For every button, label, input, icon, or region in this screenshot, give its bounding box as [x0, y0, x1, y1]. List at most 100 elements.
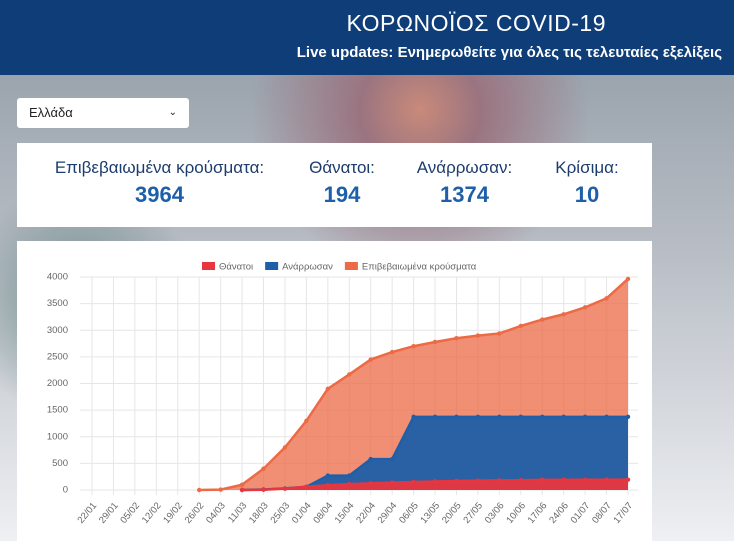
point: [389, 456, 395, 462]
stat: Επιβεβαιωμένα κρούσματα: 3964: [47, 158, 272, 208]
point: [561, 312, 566, 317]
point: [411, 344, 416, 349]
x-tick-label: 12/02: [140, 500, 164, 525]
point: [368, 456, 373, 462]
select-value: Ελλάδα: [29, 105, 73, 120]
point: [218, 487, 223, 492]
header: ΚΟΡΩΝΟΪΟΣ COVID-19 Live updates: Ενημερω…: [0, 0, 734, 75]
point: [282, 486, 288, 491]
stat: Κρίσιμα: 10: [537, 158, 637, 208]
point: [497, 331, 502, 336]
x-tick-label: 15/04: [333, 500, 357, 525]
point: [261, 466, 266, 471]
stat-label: Ανάρρωσαν:: [416, 158, 513, 177]
point: [261, 487, 266, 492]
point: [475, 478, 481, 483]
point: [454, 478, 459, 484]
x-tick-label: 18/03: [247, 500, 271, 525]
stat-label: Κρίσιμα:: [555, 158, 619, 177]
point: [604, 414, 609, 420]
point: [604, 477, 609, 482]
point: [475, 414, 481, 420]
point: [304, 484, 309, 490]
x-tick-label: 08/07: [590, 500, 614, 525]
y-tick-label: 1500: [47, 405, 68, 416]
x-tick-label: 01/07: [569, 500, 593, 525]
subtitle: Live updates: Ενημερωθείτε για όλες τις …: [296, 44, 722, 61]
point: [325, 473, 331, 478]
x-tick-label: 22/01: [76, 500, 100, 525]
point: [368, 357, 373, 362]
point: [625, 477, 631, 482]
y-tick-label: 0: [63, 485, 68, 496]
point: [239, 482, 245, 487]
y-tick-label: 4000: [47, 272, 68, 283]
y-tick-label: 3500: [47, 298, 68, 309]
title: ΚΟΡΩΝΟΪΟΣ COVID-19: [346, 10, 606, 36]
stat: Ανάρρωσαν: 1374: [402, 158, 527, 208]
y-tick-label: 3000: [47, 325, 68, 336]
point: [625, 414, 631, 420]
point: [389, 480, 395, 485]
x-tick-label: 22/04: [354, 500, 378, 525]
legend-swatch: [202, 262, 215, 270]
point: [540, 414, 545, 420]
stat-value: 194: [323, 182, 361, 207]
legend-swatch: [265, 262, 279, 270]
stat-label: Θάνατοι:: [309, 158, 375, 177]
point: [432, 414, 438, 420]
point: [582, 477, 588, 482]
stat-value: 3964: [135, 182, 184, 207]
x-tick-label: 27/05: [461, 500, 485, 525]
x-tick-label: 03/06: [483, 500, 507, 525]
stat: Θάνατοι: 194: [287, 158, 397, 208]
point: [625, 276, 631, 282]
x-tick-label: 20/05: [440, 500, 464, 525]
x-tick-label: 17/07: [612, 500, 636, 525]
chevron: ⌄: [168, 107, 177, 118]
area-fill: [242, 479, 628, 490]
stat-value: 1374: [440, 182, 489, 207]
stat-label: Επιβεβαιωμένα κρούσματα:: [54, 158, 265, 177]
point: [582, 414, 588, 420]
point: [325, 483, 331, 488]
x-tick-label: 29/01: [97, 500, 121, 525]
point: [540, 477, 545, 483]
x-tick-label: 11/03: [226, 500, 249, 525]
point: [604, 296, 609, 301]
point: [582, 305, 588, 310]
point: [475, 333, 481, 338]
point: [282, 445, 288, 450]
area-fill: [242, 416, 628, 490]
x-tick-label: 26/02: [183, 500, 207, 525]
point: [389, 349, 395, 355]
x-tick-label: 08/04: [311, 500, 335, 525]
country-select[interactable]: Ελλάδα ⌄: [17, 98, 189, 128]
point: [518, 414, 523, 420]
point: [347, 481, 352, 487]
point: [411, 479, 416, 485]
x-tick-label: 05/02: [118, 500, 142, 525]
legend-label: Θάνατοι: [219, 262, 253, 273]
point: [518, 323, 523, 329]
point: [239, 487, 245, 493]
point: [497, 478, 502, 483]
x-tick-label: 10/06: [504, 500, 528, 525]
x-tick-label: 25/03: [268, 500, 292, 525]
point: [454, 414, 459, 420]
point: [432, 339, 438, 345]
legend-swatch: [344, 262, 358, 270]
y-tick-label: 2000: [47, 378, 68, 389]
x-tick-label: 06/05: [397, 500, 421, 525]
point: [325, 386, 331, 392]
y-tick-label: 2500: [47, 351, 68, 362]
point: [454, 336, 459, 341]
point: [304, 418, 309, 423]
stat-value: 10: [574, 182, 600, 207]
stats-card: Επιβεβαιωμένα κρούσματα: 3964 Θάνατοι: 194…: [17, 143, 652, 227]
point: [368, 481, 373, 486]
y-tick-label: 1000: [47, 431, 68, 442]
x-tick-label: 04/03: [204, 500, 228, 525]
point: [518, 478, 523, 483]
